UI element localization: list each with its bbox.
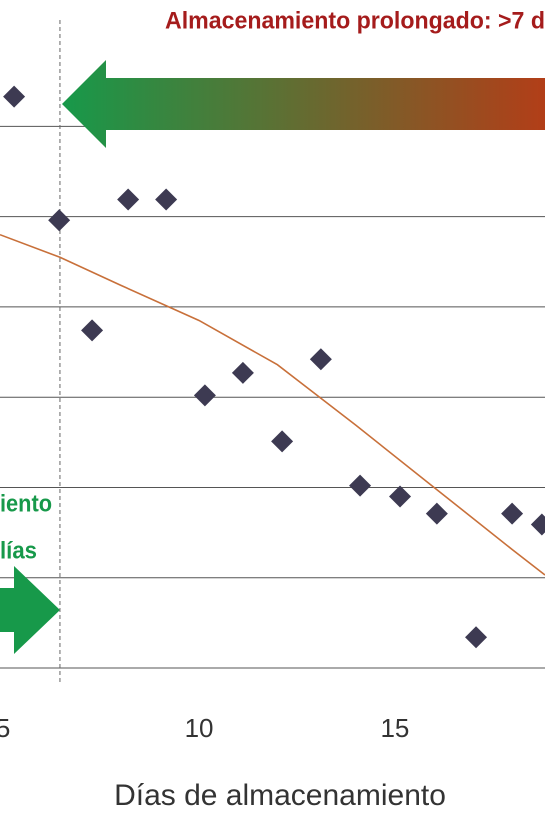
point — [231, 361, 254, 384]
point — [530, 513, 545, 536]
x-tick-label: 10 — [185, 713, 214, 743]
point — [349, 474, 372, 497]
short-storage-arrow — [0, 566, 60, 654]
point — [193, 384, 216, 407]
point — [501, 502, 524, 525]
point — [117, 188, 140, 211]
point — [271, 430, 294, 453]
point — [81, 319, 104, 342]
point — [425, 502, 448, 525]
point — [3, 85, 26, 108]
point — [48, 209, 71, 232]
trend-line — [0, 233, 545, 576]
point — [389, 485, 412, 508]
x-tick-label: 15 — [380, 713, 409, 743]
point — [465, 626, 488, 649]
x-axis-label: Días de almacenamiento — [114, 779, 446, 812]
point — [155, 188, 178, 211]
annotation: lías — [0, 537, 37, 564]
annotation: iento — [0, 490, 52, 517]
point — [309, 348, 332, 371]
long-storage-arrow — [62, 60, 545, 148]
x-tick-label: 5 — [0, 713, 10, 743]
annotation: Almacenamiento prolongado: >7 d — [165, 7, 545, 34]
